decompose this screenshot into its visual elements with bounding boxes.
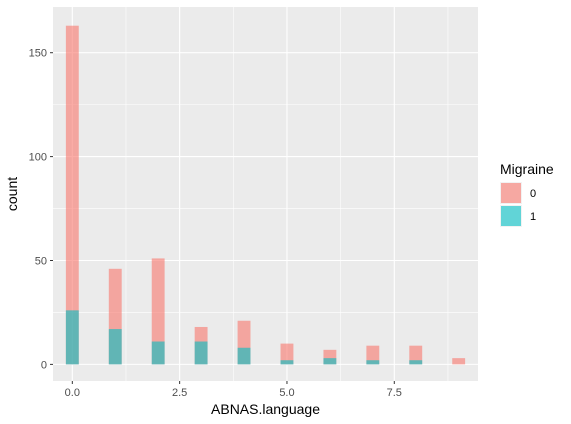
legend-key-migraine-0 — [501, 183, 521, 203]
histogram-bars — [65, 25, 466, 365]
x-tick-label: 5.0 — [279, 387, 294, 399]
plot-panel-background — [53, 7, 478, 381]
x-tick-label: 0.0 — [65, 387, 80, 399]
legend-label-migraine-0: 0 — [530, 188, 536, 200]
y-tick-label: 0 — [41, 359, 47, 371]
bar-migraine-0 — [65, 25, 79, 365]
bar-migraine-1 — [151, 341, 165, 365]
x-tick-label: 2.5 — [172, 387, 187, 399]
bar-migraine-0 — [151, 258, 165, 365]
legend-key-migraine-1 — [501, 206, 521, 226]
legend-label-migraine-1: 1 — [530, 211, 536, 223]
legend-title: Migraine — [500, 161, 554, 177]
y-tick-label: 150 — [29, 48, 47, 60]
bar-migraine-1 — [65, 310, 79, 365]
bar-migraine-1 — [194, 341, 208, 365]
bar-migraine-1 — [409, 360, 423, 365]
y-axis-title: count — [4, 177, 20, 211]
bar-migraine-0 — [280, 343, 294, 365]
bar-migraine-1 — [323, 358, 337, 365]
bar-migraine-0 — [452, 358, 466, 365]
bar-migraine-0 — [409, 345, 423, 365]
bar-migraine-1 — [108, 329, 122, 365]
y-tick-label: 50 — [35, 255, 47, 267]
bar-migraine-1 — [280, 360, 294, 365]
x-tick-label: 7.5 — [387, 387, 402, 399]
bar-migraine-1 — [366, 360, 380, 365]
minor-gridlines — [53, 7, 478, 381]
x-axis-title: ABNAS.language — [211, 401, 320, 417]
legend: Migraine 0 1 — [500, 161, 554, 227]
y-tick-label: 100 — [29, 152, 47, 164]
x-axis: 0.0 2.5 5.0 7.5 — [65, 381, 402, 399]
y-axis: 0 50 100 150 — [29, 48, 53, 371]
bar-migraine-1 — [237, 347, 251, 365]
bar-migraine-0 — [366, 345, 380, 365]
